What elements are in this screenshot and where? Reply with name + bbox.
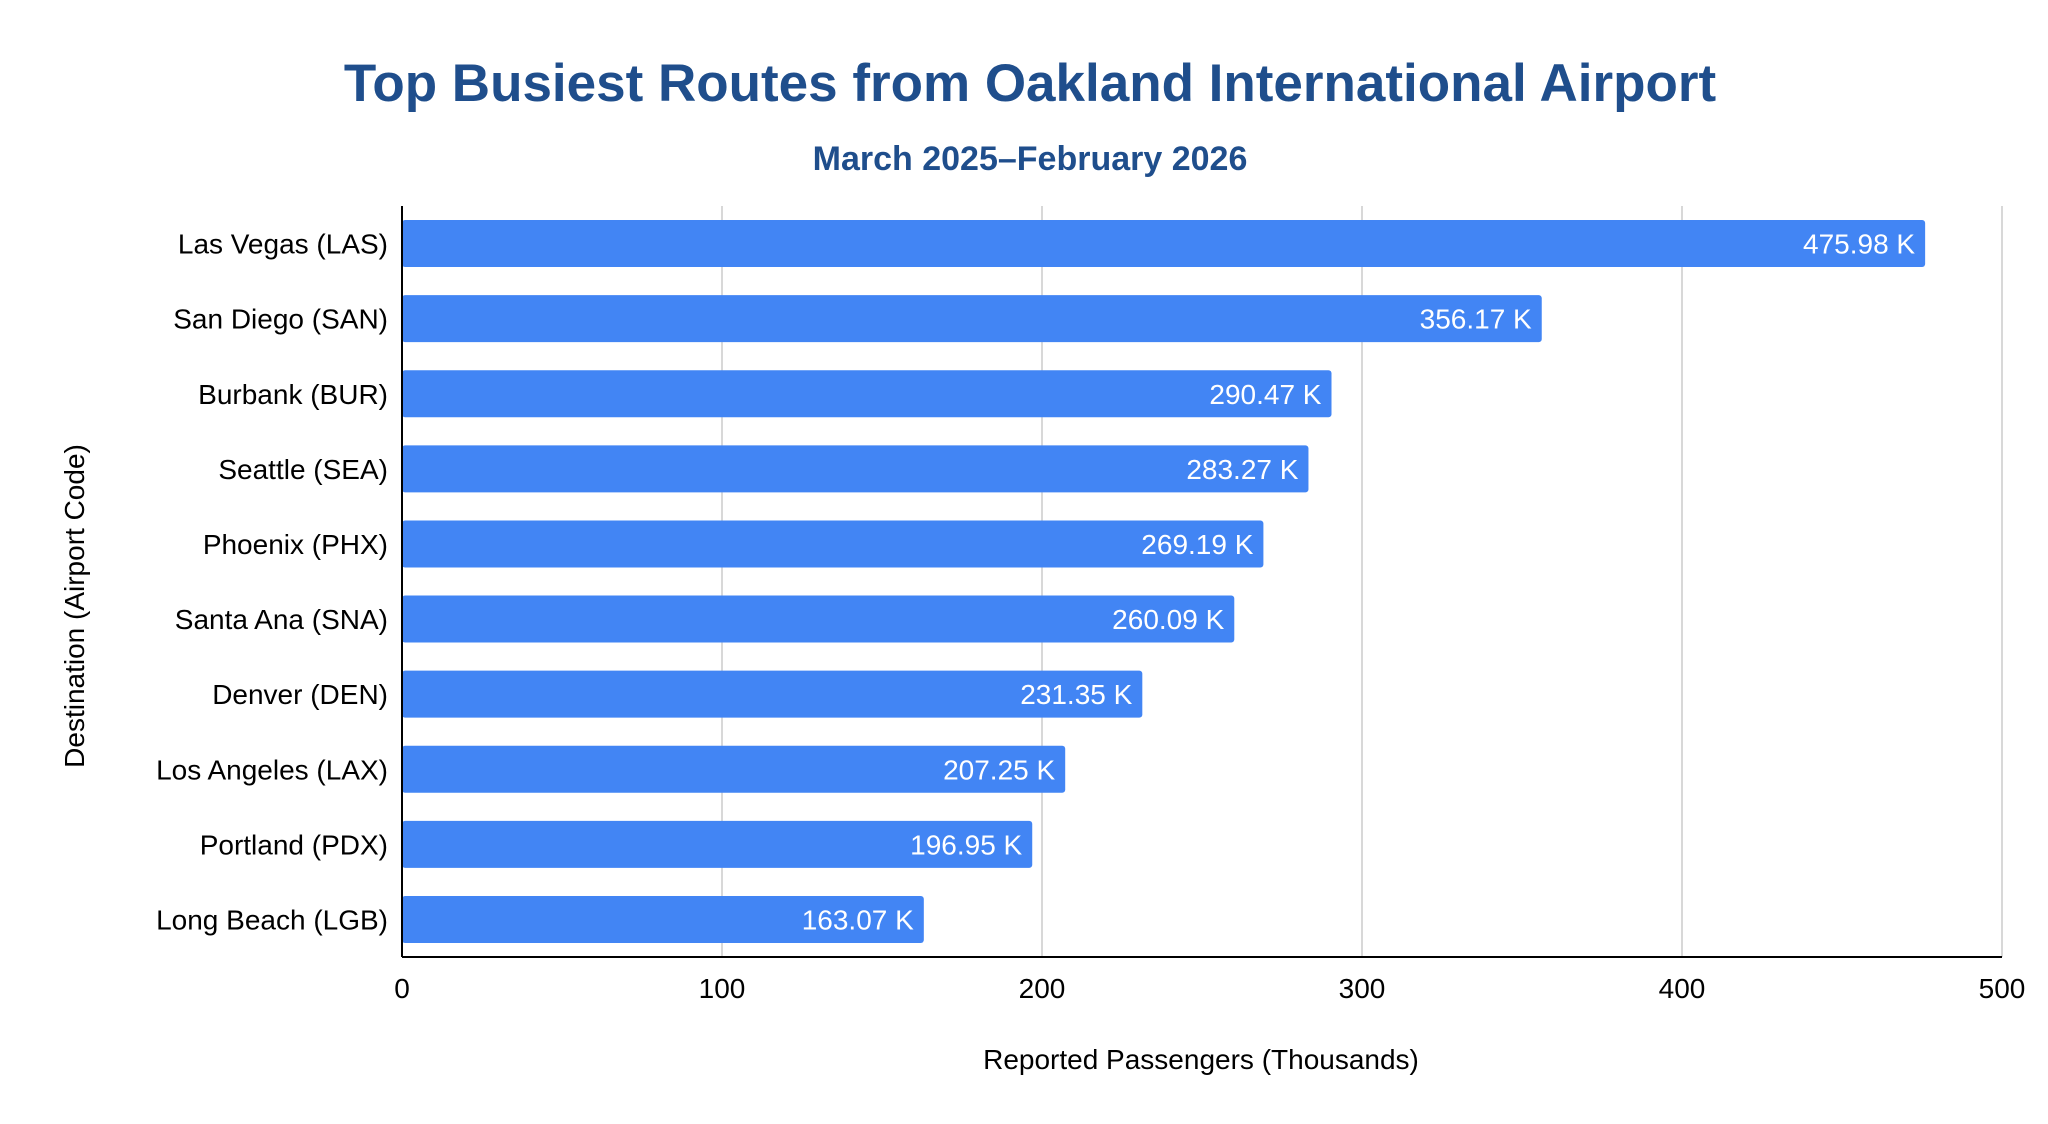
bar (402, 595, 1235, 643)
category-labels: Las Vegas (LAS) San Diego (SAN) Burbank (B… (156, 229, 388, 936)
bar-data-label: 290.47 K (1209, 379, 1321, 410)
bar (402, 745, 1066, 793)
bar (402, 670, 1143, 718)
chart-subtitle: March 2025–February 2026 (813, 140, 1248, 178)
bar (402, 295, 1542, 343)
x-tick-label: 300 (1339, 973, 1386, 1004)
bar-data-label: 269.19 K (1141, 529, 1253, 560)
x-tick-label: 200 (1019, 973, 1066, 1004)
category-label: Santa Ana (SNA) (175, 604, 388, 635)
bar-data-label: 260.09 K (1112, 604, 1224, 635)
x-tick-label: 100 (699, 973, 746, 1004)
bar-data-label: 207.25 K (943, 754, 1055, 785)
bar-data-label: 356.17 K (1420, 304, 1532, 335)
bar (402, 820, 1033, 868)
x-tick-label: 0 (394, 973, 410, 1004)
bar-data-label: 231.35 K (1020, 679, 1132, 710)
category-label: Los Angeles (LAX) (156, 754, 388, 785)
bar (402, 445, 1309, 493)
category-label: Seattle (SEA) (218, 454, 388, 485)
x-tick-label: 400 (1659, 973, 1706, 1004)
category-label: Portland (PDX) (200, 829, 388, 860)
bar-data-label: 163.07 K (802, 904, 914, 935)
bar (402, 220, 1926, 268)
x-axis-title: Reported Passengers (Thousands) (983, 1044, 1419, 1075)
category-label: Burbank (BUR) (198, 379, 388, 410)
bar-data-label: 196.95 K (910, 829, 1022, 860)
category-label: Denver (DEN) (212, 679, 388, 710)
bar (402, 520, 1264, 568)
category-label: Long Beach (LGB) (156, 904, 388, 935)
y-axis-title: Destination (Airport Code) (59, 444, 90, 768)
chart-title: Top Busiest Routes from Oakland Internat… (344, 54, 1716, 113)
bar-data-label: 283.27 K (1186, 454, 1298, 485)
category-label: Phoenix (PHX) (203, 529, 388, 560)
bar (402, 895, 924, 943)
bars: 475.98 K 356.17 K 290.47 K 283.27 K 269.19 K… (402, 220, 1926, 943)
category-label: Las Vegas (LAS) (178, 229, 388, 260)
category-label: San Diego (SAN) (173, 304, 388, 335)
bar-data-label: 475.98 K (1803, 229, 1915, 260)
x-tick-label: 500 (1979, 973, 2026, 1004)
x-tick-labels: 0 100 200 300 400 500 (394, 973, 2025, 1004)
bar (402, 370, 1332, 418)
